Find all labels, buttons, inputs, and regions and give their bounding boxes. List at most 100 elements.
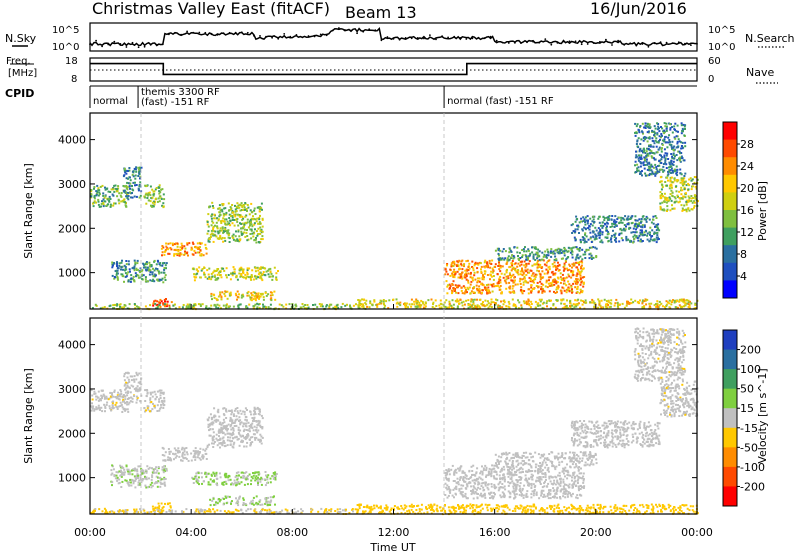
colorbar-swatch [723,122,737,141]
echo-cell [538,258,541,261]
echo-cell [184,247,187,250]
echo-cell [133,265,136,268]
echo-cell [225,274,227,277]
echo-cell [616,218,619,220]
echo-cell [116,276,119,278]
echo-cell [461,268,464,271]
echo-cell [498,277,501,280]
echo-cell [218,304,221,307]
echo-cell [275,276,278,279]
echo-cell [133,280,136,283]
echo-cell [454,271,457,273]
echo-cell [168,453,171,455]
echo-cell [589,237,592,240]
echo-cell [120,404,123,407]
echo-cell [438,307,441,310]
echo-cell [673,207,676,210]
echo-cell [642,161,645,164]
echo-cell [451,299,454,302]
echo-cell [312,304,314,306]
echo-cell [134,181,136,184]
echo-cell [369,300,372,303]
echo-cell [134,307,137,310]
echo-cell [219,431,222,434]
echo-cell [220,423,223,426]
echo-cell [98,205,101,208]
echo-cell [233,224,236,227]
echo-cell [205,447,208,450]
noise-search-point [453,35,456,38]
echo-cell [636,139,639,142]
echo-cell [643,156,646,159]
echo-cell [124,269,126,272]
echo-cell [227,229,230,232]
echo-cell [575,281,578,284]
echo-cell [142,266,145,269]
echo-cell [133,475,136,478]
echo-cell [139,177,141,180]
echo-cell [645,154,648,157]
echo-cell [238,303,241,306]
echo-cell [107,203,109,206]
echo-cell [562,269,565,272]
echo-cell [613,233,616,236]
echo-cell [655,241,658,244]
noise-search-point [507,42,510,44]
echo-cell [204,276,207,279]
echo-cell [581,268,584,271]
echo-cell [192,253,195,256]
echo-cell [605,303,607,306]
echo-cell [218,439,221,441]
echo-cell [642,151,645,153]
echo-cell [587,219,589,222]
echo-cell [462,285,465,288]
echo-cell [673,196,676,199]
echo-cell [222,304,225,307]
echo-cell [456,260,459,263]
echo-cell [147,199,150,202]
echo-cell [236,477,239,480]
echo-cell [555,286,558,289]
echo-cell [125,184,128,187]
echo-cell [196,451,199,454]
echo-cell [246,483,249,486]
echo-cell [640,240,643,243]
echo-cell [236,296,239,298]
echo-cell [405,302,408,305]
echo-cell [536,261,539,264]
noise-search-point [653,42,656,45]
echo-cell [257,478,260,480]
echo-cell [184,456,187,459]
noise-search-point [684,42,686,45]
echo-cell [195,472,198,475]
echo-cell [525,281,528,284]
echo-cell [222,483,225,486]
echo-cell [221,210,224,213]
echo-cell [579,278,582,280]
echo-cell [275,278,278,281]
echo-cell [649,231,651,234]
echo-cell [663,156,666,159]
echo-cell [641,170,643,173]
echo-cell [673,136,676,139]
echo-cell [453,268,456,271]
echo-cell [680,204,683,207]
echo-cell [186,252,188,255]
echo-cell [249,410,252,413]
echo-cell [554,265,557,268]
echo-cell [140,481,143,484]
echo-cell [100,202,103,205]
echo-cell [614,239,617,242]
echo-cell [487,286,490,289]
echo-cell [579,276,582,279]
noise-search-point [161,43,164,46]
echo-cell [647,154,650,157]
echo-cell [590,241,593,243]
echo-cell [382,299,385,301]
echo-cell [241,441,244,444]
echo-cell [119,464,122,467]
echo-cell [535,285,538,287]
echo-cell [544,250,547,253]
echo-cell [219,476,222,479]
echo-cell [483,270,486,273]
